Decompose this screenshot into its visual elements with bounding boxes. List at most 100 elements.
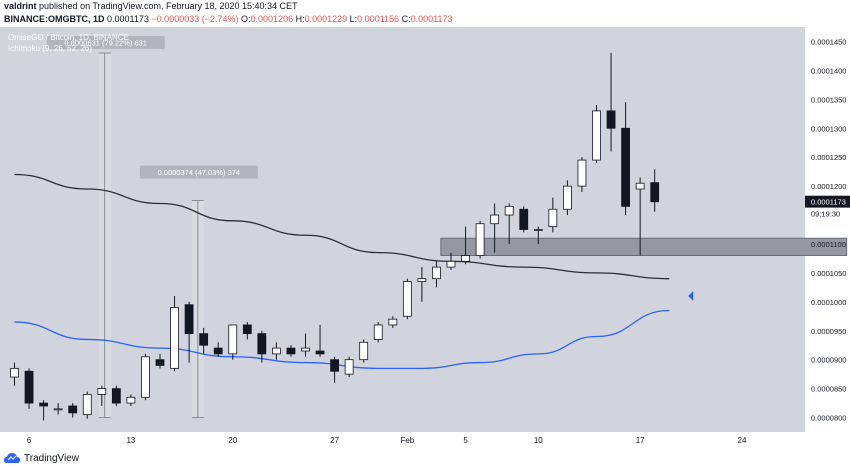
price-tick-5: 0.0001200 — [811, 182, 846, 191]
candle-body-41 — [606, 110, 616, 129]
symbol-info: BINANCE:OMGBTC, 1D 0.0001173 −0.0000033 … — [4, 13, 452, 26]
candle-12 — [184, 301, 194, 363]
measurement-label-0: 0.0000631 (79.22%) 631 — [64, 39, 147, 48]
candle-43 — [635, 177, 645, 256]
candle-body-13 — [199, 333, 209, 346]
publish-info: valdrint published on TradingView.com, F… — [4, 0, 298, 13]
candle-body-7 — [111, 388, 121, 404]
time-tick-1: 13 — [126, 436, 135, 445]
candle-body-8 — [126, 396, 136, 404]
candle-42 — [621, 102, 630, 216]
candle-22 — [330, 356, 340, 383]
candle-body-29 — [432, 266, 441, 280]
open-value: 0.0001206 — [250, 14, 294, 24]
candle-16 — [242, 322, 252, 340]
candle-8 — [126, 394, 136, 406]
candle-body-33 — [490, 214, 500, 225]
time-axis-background[interactable] — [0, 432, 850, 447]
candle-14 — [213, 342, 223, 357]
legend-series-title[interactable]: OmiseGO / Bitcoin, 1D, BINANCE — [8, 33, 129, 42]
candle-body-19 — [286, 347, 296, 355]
candle-15 — [228, 324, 238, 360]
countdown-label: 09:19:30 — [811, 210, 840, 219]
measurement-label-box-0 — [46, 36, 165, 50]
price-change: −0.0000033 (−2.74%) — [151, 14, 239, 24]
candle-body-3 — [53, 408, 63, 411]
candle-23 — [344, 356, 354, 378]
price-tick-8: 0.0001050 — [811, 269, 846, 278]
tradingview-cloud-icon — [4, 452, 20, 464]
price-tick-1: 0.0001400 — [811, 66, 846, 75]
chart-header: valdrint published on TradingView.com, F… — [0, 0, 850, 27]
candle-body-0 — [10, 367, 19, 378]
low-value: 0.0001156 — [357, 14, 400, 24]
current-price-label: 0.0001173 — [811, 198, 846, 207]
candle-9 — [141, 353, 150, 401]
candle-body-43 — [635, 182, 645, 190]
price-tick-9: 0.0001000 — [811, 298, 846, 307]
candle-38 — [563, 180, 572, 216]
measurement-layer: 0.0000631 (79.22%) 631 0.0000374 (47.03%)… — [46, 36, 258, 418]
candle-0 — [10, 362, 19, 386]
candle-5 — [82, 391, 92, 419]
candle-2 — [39, 400, 48, 421]
candle-body-26 — [388, 318, 398, 326]
price-tick-10: 0.0000950 — [811, 327, 846, 336]
candle-19 — [286, 345, 296, 357]
current-price-box — [805, 195, 850, 208]
moving-averages — [14, 173, 670, 370]
candle-body-16 — [242, 324, 252, 335]
candle-24 — [359, 339, 369, 363]
candle-32 — [475, 220, 485, 259]
legend-indicator[interactable]: Ichimoku (9, 26, 52, 26) — [8, 44, 92, 53]
candle-body-44 — [650, 182, 660, 203]
author-name[interactable]: valdrint — [4, 1, 37, 11]
price-tick-7: 0.0001100 — [811, 240, 846, 249]
footer: TradingView — [0, 449, 850, 469]
price-tick-2: 0.0001350 — [811, 95, 846, 104]
candle-body-23 — [344, 359, 354, 375]
candle-body-25 — [373, 324, 383, 340]
support-zone — [440, 237, 848, 256]
time-tick-3: 27 — [330, 436, 339, 445]
candle-body-17 — [257, 333, 267, 355]
candle-25 — [373, 322, 383, 343]
countdown-box — [805, 207, 850, 220]
candle-body-10 — [155, 359, 165, 366]
candle-27 — [402, 278, 412, 320]
candle-37 — [548, 197, 558, 233]
low-label: L: — [349, 14, 358, 24]
open-label: O: — [241, 14, 251, 24]
chart-area[interactable]: 0.0000631 (79.22%) 631 0.0000374 (47.03%)… — [0, 27, 850, 447]
tradingview-logo[interactable]: TradingView — [4, 452, 79, 464]
measurement-label-1: 0.0000374 (47.03%) 374 — [158, 168, 241, 177]
price-tick-3: 0.0001300 — [811, 124, 846, 133]
candle-7 — [111, 385, 121, 406]
time-tick-5: 5 — [463, 436, 468, 445]
candle-39 — [577, 157, 587, 192]
candle-17 — [257, 330, 267, 363]
candle-body-6 — [97, 388, 107, 395]
candle-body-1 — [24, 370, 34, 404]
time-tick-2: 20 — [228, 436, 237, 445]
candle-36 — [533, 226, 543, 244]
candle-body-14 — [213, 347, 223, 355]
candle-41 — [606, 53, 616, 152]
candle-20 — [301, 333, 310, 357]
moving-average-blue-line — [14, 309, 670, 370]
candle-body-36 — [533, 229, 543, 231]
measurement-label-box-1 — [139, 165, 258, 179]
candle-body-22 — [330, 359, 340, 372]
candles — [10, 53, 660, 421]
candle-6 — [97, 385, 107, 406]
price-chart[interactable]: 0.0000631 (79.22%) 631 0.0000374 (47.03%)… — [0, 27, 850, 447]
candle-3 — [53, 403, 63, 415]
last-price: 0.0001173 — [107, 14, 149, 24]
candle-body-28 — [417, 278, 427, 282]
price-axis-background[interactable] — [805, 27, 850, 432]
candle-body-35 — [519, 208, 529, 230]
time-tick-6: 10 — [534, 436, 543, 445]
candle-body-21 — [315, 350, 325, 355]
candle-body-38 — [563, 185, 572, 210]
time-axis: 6 13 20 27 Feb 5 10 17 24 — [27, 436, 747, 445]
